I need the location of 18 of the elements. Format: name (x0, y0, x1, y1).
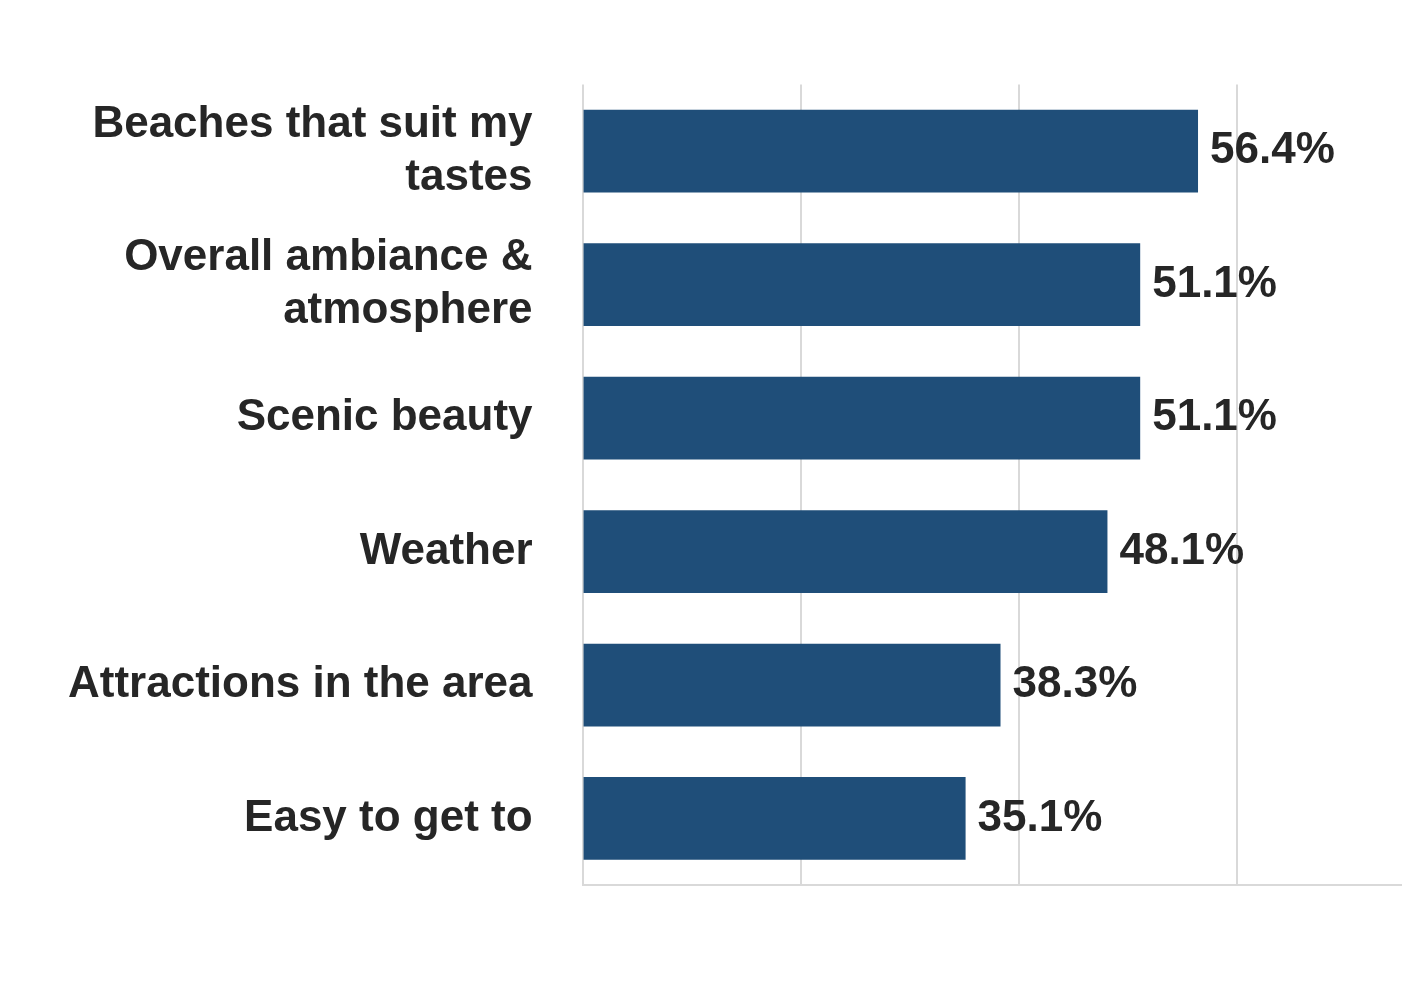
data-label: 51.1% (1152, 390, 1277, 440)
bar (583, 109, 1199, 193)
data-label: 35.1% (977, 790, 1103, 840)
data-label: 48.1% (1119, 523, 1245, 573)
data-label: 51.1% (1152, 256, 1277, 306)
bar (583, 243, 1141, 326)
y-tick-label: Scenic beauty (236, 390, 534, 440)
y-tick-label: Easy to get to (244, 790, 533, 840)
y-tick-label: Attractions in the area (67, 657, 534, 707)
y-tick-label: Beaches that suit my tastes (92, 96, 534, 199)
y-tick-label: Weather (359, 523, 533, 573)
bar (583, 376, 1141, 460)
data-label: 56.4% (1210, 123, 1335, 173)
bar (583, 777, 966, 860)
data-label: 38.3% (1012, 657, 1138, 707)
bar (583, 510, 1108, 593)
bar (583, 643, 1001, 727)
y-tick-label: Overall ambiance & atmosphere (124, 230, 533, 333)
